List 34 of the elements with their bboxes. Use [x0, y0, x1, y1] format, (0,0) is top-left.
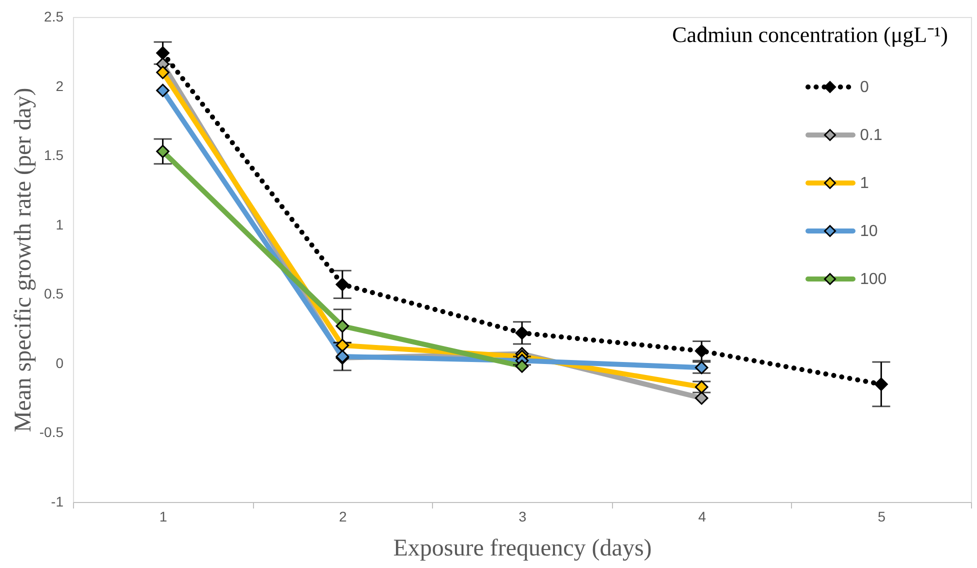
x-tick-label: 1 [159, 508, 168, 524]
legend-label: 0.1 [860, 127, 882, 144]
point [874, 378, 888, 391]
legend-label: 100 [860, 271, 887, 288]
point [156, 144, 170, 158]
point [336, 338, 350, 352]
y-tick-label: -1 [51, 494, 64, 510]
x-tick-label: 2 [339, 508, 347, 524]
point [694, 391, 708, 405]
legend-label: 1 [860, 175, 869, 192]
y-tick-label: 0 [56, 354, 64, 371]
legend-title: Cadmiun concentration (μgL⁻¹) [672, 22, 948, 47]
y-tick-label: 1.5 [44, 147, 64, 164]
y-axis-title: Mean specific growth rate (per day) [10, 88, 36, 432]
y-tick-label: 2 [56, 78, 64, 94]
y-tick-label: 0.5 [44, 286, 64, 302]
point [156, 84, 170, 98]
legend-label: 0 [860, 79, 869, 96]
y-tick-label: -0.5 [39, 424, 64, 440]
x-tick-label: 3 [518, 508, 527, 524]
y-tick-label: 2.5 [44, 8, 64, 24]
legend-label: 10 [860, 223, 878, 240]
point [156, 46, 170, 60]
point [156, 66, 170, 80]
point [336, 319, 350, 333]
y-tick-label: 1 [56, 216, 64, 232]
point [515, 326, 529, 340]
x-tick-label: 4 [698, 508, 706, 524]
point [515, 360, 529, 373]
point [694, 344, 708, 358]
point [694, 360, 708, 374]
point [336, 278, 350, 292]
x-axis-title: Exposure frequency (days) [393, 536, 652, 562]
x-tick-label: 5 [878, 508, 886, 524]
